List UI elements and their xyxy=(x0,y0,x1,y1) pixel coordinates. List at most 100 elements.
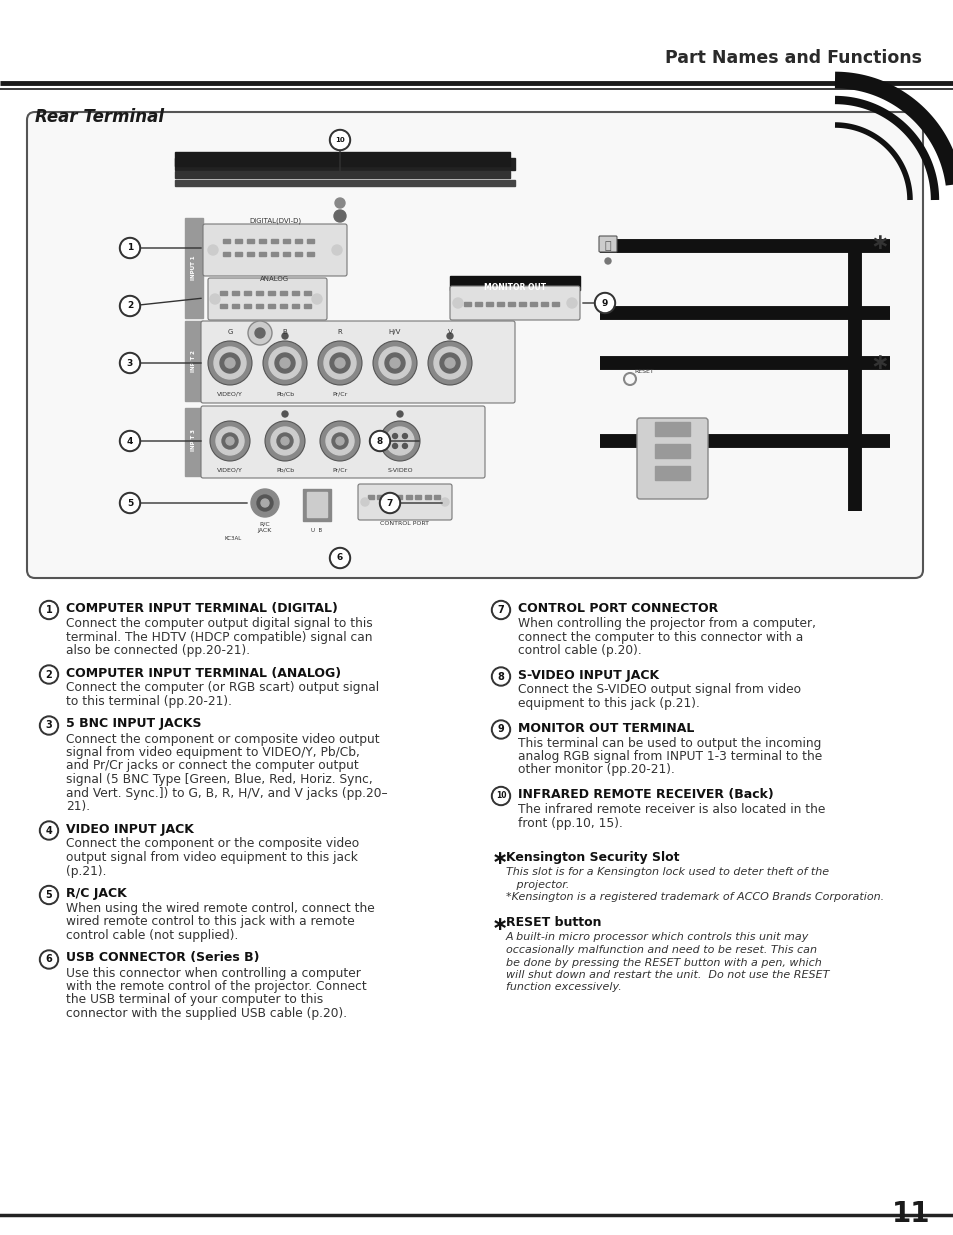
Circle shape xyxy=(319,421,359,461)
Circle shape xyxy=(42,718,56,734)
Text: function excessively.: function excessively. xyxy=(505,983,621,993)
Bar xyxy=(174,152,510,165)
Bar xyxy=(292,304,298,308)
Bar xyxy=(424,495,431,499)
Circle shape xyxy=(119,352,140,373)
Circle shape xyxy=(265,421,305,461)
Text: Pb/Cb: Pb/Cb xyxy=(275,468,294,473)
Text: 6: 6 xyxy=(336,553,343,562)
Text: to this terminal (pp.20-21).: to this terminal (pp.20-21). xyxy=(66,695,232,708)
Circle shape xyxy=(392,433,397,438)
Bar xyxy=(552,303,558,306)
Bar xyxy=(271,252,277,256)
Text: U  B: U B xyxy=(311,529,322,534)
Circle shape xyxy=(331,550,348,567)
Circle shape xyxy=(439,353,459,373)
Circle shape xyxy=(263,341,307,385)
Bar xyxy=(303,489,331,521)
Text: Pb/Cb: Pb/Cb xyxy=(275,391,294,396)
Text: RESET: RESET xyxy=(634,369,653,374)
Bar xyxy=(485,303,493,306)
Circle shape xyxy=(332,245,341,254)
Bar xyxy=(292,291,298,295)
Bar xyxy=(185,321,203,401)
Bar xyxy=(307,252,314,256)
Circle shape xyxy=(335,358,345,368)
Circle shape xyxy=(121,354,138,372)
Bar xyxy=(220,291,227,295)
Circle shape xyxy=(428,341,472,385)
Text: 1: 1 xyxy=(46,605,52,615)
Circle shape xyxy=(119,295,140,316)
Circle shape xyxy=(402,443,407,448)
Circle shape xyxy=(324,347,355,379)
Bar xyxy=(396,495,402,499)
Circle shape xyxy=(334,210,346,222)
Text: V: V xyxy=(447,329,452,335)
Circle shape xyxy=(39,664,58,684)
Text: 9: 9 xyxy=(601,299,608,308)
Circle shape xyxy=(493,669,508,684)
Bar xyxy=(655,445,689,458)
Text: 10: 10 xyxy=(496,792,506,800)
Circle shape xyxy=(39,600,58,620)
Text: The infrared remote receiver is also located in the: The infrared remote receiver is also loc… xyxy=(517,803,824,816)
Circle shape xyxy=(329,547,350,568)
Text: 1: 1 xyxy=(127,243,133,252)
Text: ANALOG: ANALOG xyxy=(260,275,290,282)
FancyBboxPatch shape xyxy=(357,484,452,520)
Circle shape xyxy=(121,240,138,257)
Bar xyxy=(174,170,510,178)
Text: projector.: projector. xyxy=(505,879,569,889)
Text: wired remote control to this jack with a remote: wired remote control to this jack with a… xyxy=(66,915,355,929)
Text: *Kensington is a registered trademark of ACCO Brands Corporation.: *Kensington is a registered trademark of… xyxy=(505,892,883,902)
Bar xyxy=(280,304,287,308)
Circle shape xyxy=(493,722,508,737)
Circle shape xyxy=(396,411,402,417)
Text: Pr/Cr: Pr/Cr xyxy=(332,391,347,396)
Text: 3: 3 xyxy=(127,358,133,368)
Circle shape xyxy=(42,888,56,903)
Text: Connect the component or composite video output: Connect the component or composite video… xyxy=(66,732,379,746)
Text: will shut down and restart the unit.  Do not use the RESET: will shut down and restart the unit. Do … xyxy=(505,969,828,981)
Bar xyxy=(304,304,311,308)
Circle shape xyxy=(39,885,58,904)
Text: 2: 2 xyxy=(127,301,133,310)
Bar xyxy=(220,304,227,308)
Bar xyxy=(205,226,345,274)
Circle shape xyxy=(281,437,289,445)
Text: INP T 3: INP T 3 xyxy=(192,429,196,451)
Text: ⚿: ⚿ xyxy=(604,241,611,251)
FancyBboxPatch shape xyxy=(201,321,515,403)
Bar xyxy=(247,240,253,243)
Circle shape xyxy=(220,353,240,373)
Text: COMPUTER INPUT TERMINAL (DIGITAL): COMPUTER INPUT TERMINAL (DIGITAL) xyxy=(66,601,337,615)
Bar xyxy=(294,240,302,243)
Bar xyxy=(258,252,266,256)
Circle shape xyxy=(119,493,140,514)
Circle shape xyxy=(274,353,294,373)
Text: CONTROL PORT CONNECTOR: CONTROL PORT CONNECTOR xyxy=(517,601,718,615)
Text: 11: 11 xyxy=(890,1200,929,1228)
Circle shape xyxy=(493,788,508,804)
Text: analog RGB signal from INPUT 1-3 terminal to the: analog RGB signal from INPUT 1-3 termina… xyxy=(517,750,821,763)
Text: VIDEO/Y: VIDEO/Y xyxy=(217,468,243,473)
Circle shape xyxy=(208,341,252,385)
Circle shape xyxy=(440,498,449,506)
Bar xyxy=(268,304,274,308)
Bar xyxy=(244,304,251,308)
FancyBboxPatch shape xyxy=(637,417,707,499)
Text: S-VIDEO INPUT JACK: S-VIDEO INPUT JACK xyxy=(517,668,659,682)
Text: be done by pressing the RESET button with a pen, which: be done by pressing the RESET button wit… xyxy=(505,957,821,967)
Circle shape xyxy=(39,716,58,735)
Bar xyxy=(655,466,689,480)
Text: and Vert. Sync.]) to G, B, R, H/V, and V jacks (pp.20–: and Vert. Sync.]) to G, B, R, H/V, and V… xyxy=(66,787,387,799)
Circle shape xyxy=(373,341,416,385)
Text: USB CONNECTOR (Series B): USB CONNECTOR (Series B) xyxy=(66,951,259,965)
Bar xyxy=(185,408,203,475)
Circle shape xyxy=(282,411,288,417)
Circle shape xyxy=(596,294,613,311)
Text: Connect the computer (or RGB scart) output signal: Connect the computer (or RGB scart) outp… xyxy=(66,682,378,694)
Text: MONITOR OUT: MONITOR OUT xyxy=(483,283,545,291)
Circle shape xyxy=(317,341,361,385)
